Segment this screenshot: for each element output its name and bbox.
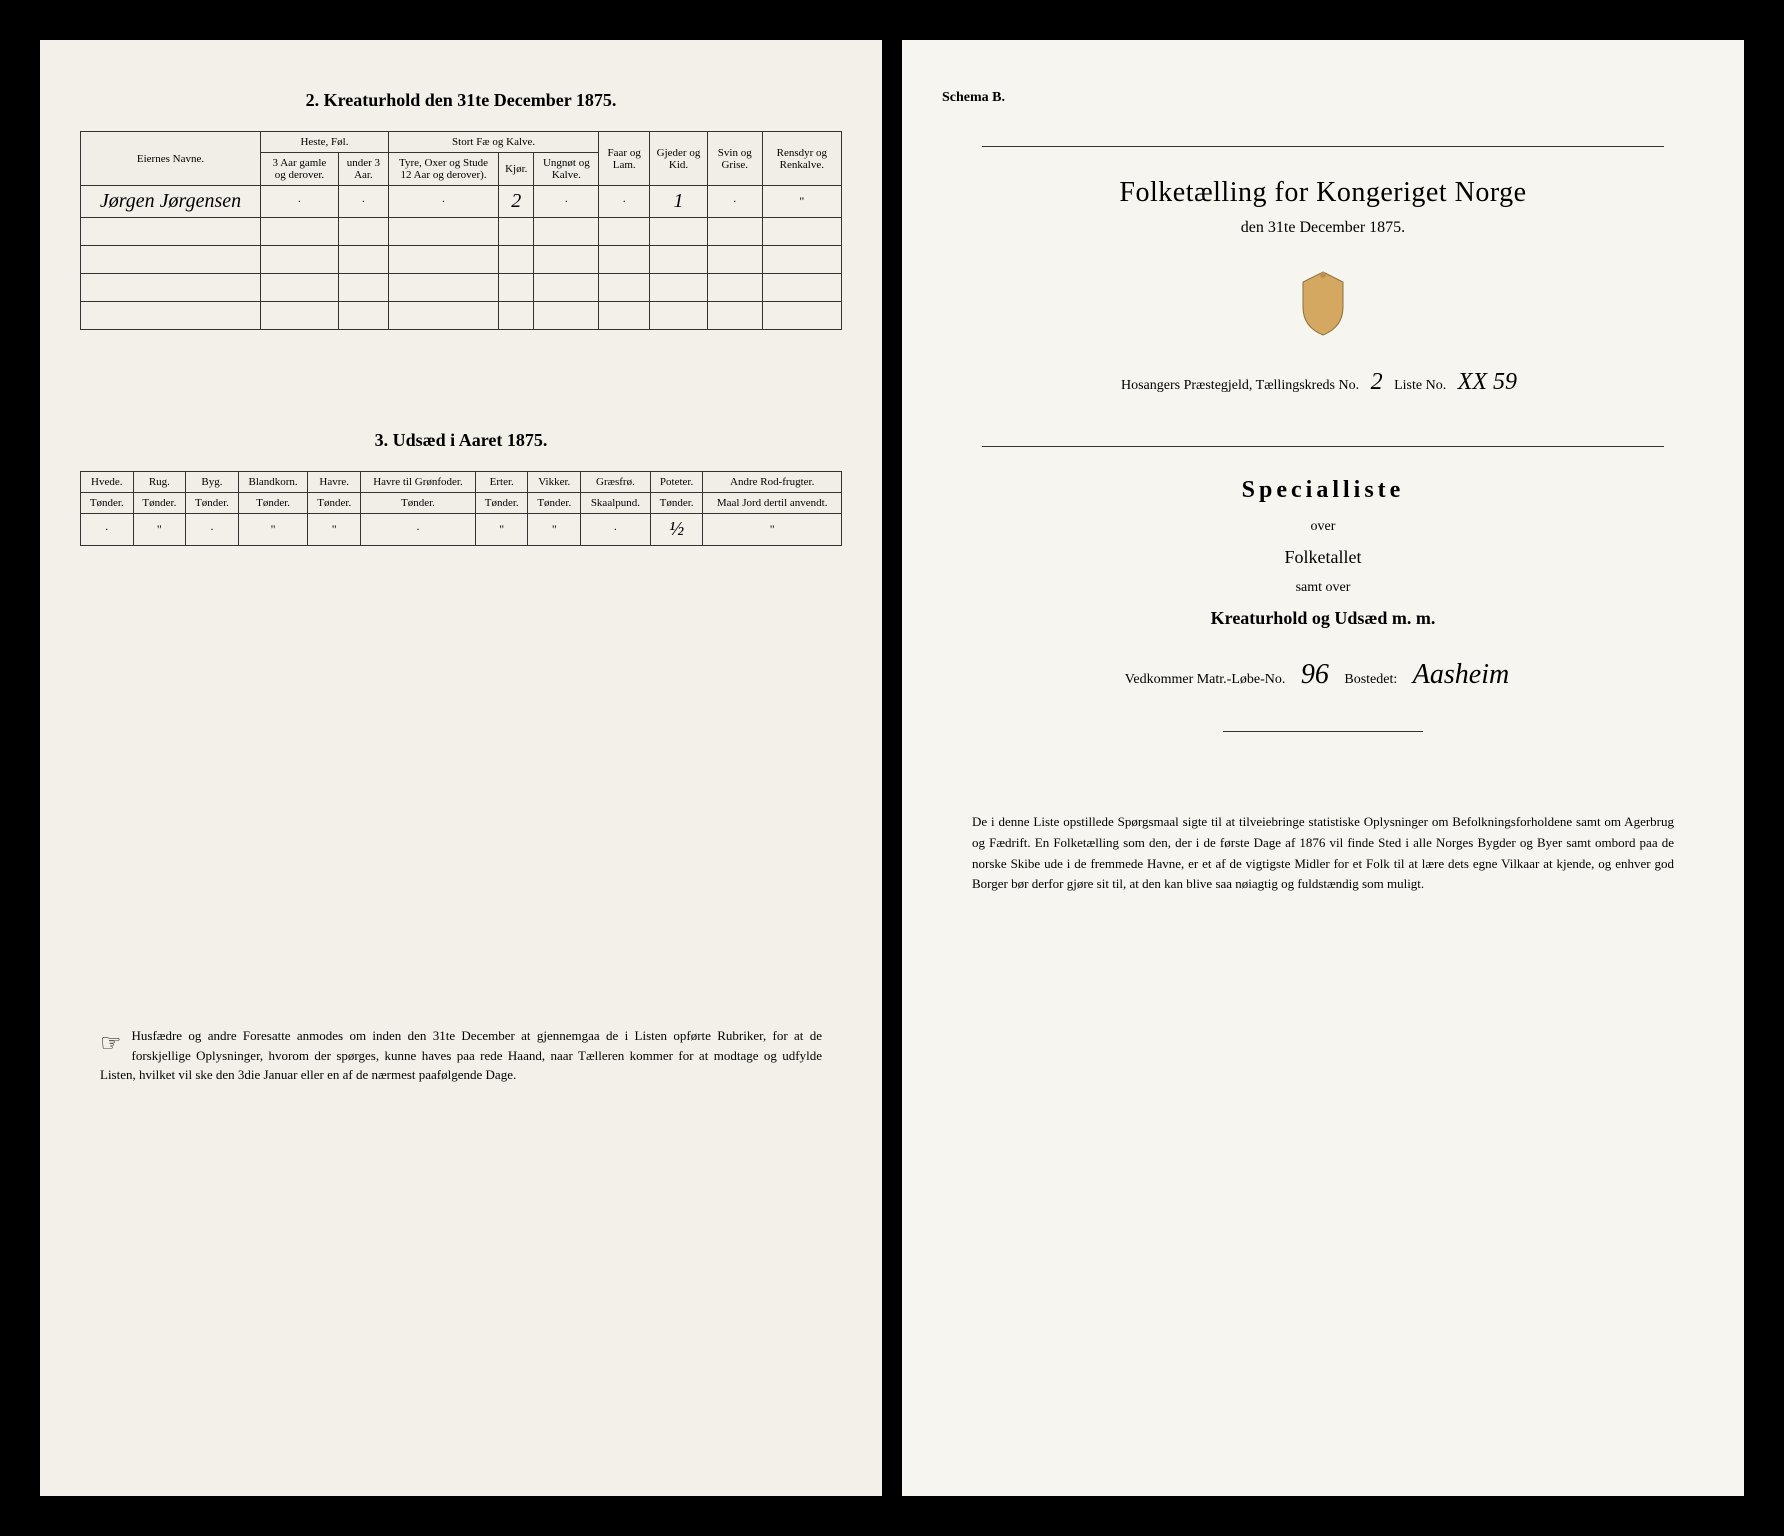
samt-over: samt over (942, 580, 1704, 596)
th-unit: Tønder. (650, 493, 703, 514)
cell: · (261, 186, 339, 218)
th-unit: Tønder. (186, 493, 239, 514)
th-cattle-cows: Kjør. (499, 153, 534, 186)
th-horses-old: 3 Aar gamle og derover. (261, 153, 339, 186)
th-roots: Andre Rod-frugter. (703, 472, 842, 493)
th-cattle-bulls: Tyre, Oxer og Stude 12 Aar og derover). (388, 153, 498, 186)
th-grass: Græsfrø. (581, 472, 651, 493)
table-row: Jørgen Jørgensen · · · 2 · · 1 · " (81, 186, 842, 218)
pointing-hand-icon: ☞ (100, 1026, 122, 1062)
th-oats-green: Havre til Grønfoder. (361, 472, 476, 493)
matr-label: Vedkommer Matr.-Løbe-No. (1125, 672, 1286, 687)
divider (1223, 731, 1423, 732)
th-unit: Tønder. (133, 493, 186, 514)
cell-owner: Jørgen Jørgensen (81, 186, 261, 218)
cell: " (475, 514, 528, 546)
right-footnote: De i denne Liste opstillede Spørgsmaal s… (942, 812, 1704, 895)
bosted-label: Bostedet: (1344, 672, 1397, 687)
section2-title: 2. Kreaturhold den 31te December 1875. (80, 90, 842, 111)
footnote-text: Husfædre og andre Foresatte anmodes om i… (100, 1028, 822, 1082)
cell: · (338, 186, 388, 218)
th-unit: Skaalpund. (581, 493, 651, 514)
cell: " (528, 514, 581, 546)
th-pigs: Svin og Grise. (707, 132, 762, 186)
left-footnote: ☞ Husfædre og andre Foresatte anmodes om… (80, 1026, 842, 1085)
cell: · (707, 186, 762, 218)
parish-line: Hosangers Præstegjeld, Tællingskreds No.… (942, 369, 1704, 396)
th-mixgrain: Blandkorn. (238, 472, 308, 493)
th-oats: Havre. (308, 472, 361, 493)
coat-of-arms-icon (942, 267, 1704, 349)
th-unit: Tønder. (475, 493, 528, 514)
th-cattle-calves: Ungnøt og Kalve. (534, 153, 599, 186)
cell: · (361, 514, 476, 546)
cell: " (762, 186, 841, 218)
bosted: Aasheim (1413, 659, 1509, 690)
th-unit: Tønder. (238, 493, 308, 514)
cell: " (238, 514, 308, 546)
main-title: Folketælling for Kongeriget Norge (942, 177, 1704, 209)
cell: · (81, 514, 134, 546)
matr-no: 96 (1301, 659, 1329, 690)
matr-line: Vedkommer Matr.-Løbe-No. 96 Bostedet: Aa… (942, 659, 1704, 691)
subtitle: den 31te December 1875. (942, 219, 1704, 237)
table-row: · " · " " · " " · ½ " (81, 514, 842, 546)
liste-no: XX 59 (1458, 369, 1517, 395)
th-cattle-group: Stort Fæ og Kalve. (388, 132, 598, 153)
th-unit: Maal Jord dertil anvendt. (703, 493, 842, 514)
cell: 2 (499, 186, 534, 218)
table-row (81, 246, 842, 274)
cell: " (703, 514, 842, 546)
th-owner: Eiernes Navne. (81, 132, 261, 186)
cell: · (388, 186, 498, 218)
kreatur-line: Kreaturhold og Udsæd m. m. (942, 608, 1704, 629)
th-vetch: Vikker. (528, 472, 581, 493)
cell: " (133, 514, 186, 546)
cell: · (534, 186, 599, 218)
special-title: Specialliste (942, 477, 1704, 504)
left-page: 2. Kreaturhold den 31te December 1875. E… (40, 40, 882, 1496)
th-unit: Tønder. (528, 493, 581, 514)
liste-label: Liste No. (1394, 378, 1446, 393)
table-row (81, 274, 842, 302)
seed-table: Hvede. Rug. Byg. Blandkorn. Havre. Havre… (80, 471, 842, 546)
cell: · (581, 514, 651, 546)
cell: · (186, 514, 239, 546)
over-label: over (942, 519, 1704, 535)
th-unit: Tønder. (81, 493, 134, 514)
th-unit: Tønder. (308, 493, 361, 514)
table-row (81, 218, 842, 246)
folketallet: Folketallet (942, 547, 1704, 568)
th-goats: Gjeder og Kid. (650, 132, 708, 186)
cell: 1 (650, 186, 708, 218)
right-page: Schema B. Folketælling for Kongeriget No… (902, 40, 1744, 1496)
th-potatoes: Poteter. (650, 472, 703, 493)
cell: ½ (650, 514, 703, 546)
th-sheep: Faar og Lam. (599, 132, 650, 186)
parish-label: Hosangers Præstegjeld, Tællingskreds No. (1121, 378, 1359, 393)
section3-title: 3. Udsæd i Aaret 1875. (80, 430, 842, 451)
th-reindeer: Rensdyr og Renkalve. (762, 132, 841, 186)
table-row (81, 302, 842, 330)
cell: · (599, 186, 650, 218)
livestock-table: Eiernes Navne. Heste, Føl. Stort Fæ og K… (80, 131, 842, 330)
schema-label: Schema B. (942, 90, 1704, 106)
th-barley: Byg. (186, 472, 239, 493)
divider (982, 446, 1664, 447)
kreds-no: 2 (1371, 369, 1383, 395)
th-horses-group: Heste, Føl. (261, 132, 389, 153)
th-horses-young: under 3 Aar. (338, 153, 388, 186)
divider (982, 146, 1664, 147)
th-unit: Tønder. (361, 493, 476, 514)
th-wheat: Hvede. (81, 472, 134, 493)
cell: " (308, 514, 361, 546)
th-rye: Rug. (133, 472, 186, 493)
th-peas: Erter. (475, 472, 528, 493)
